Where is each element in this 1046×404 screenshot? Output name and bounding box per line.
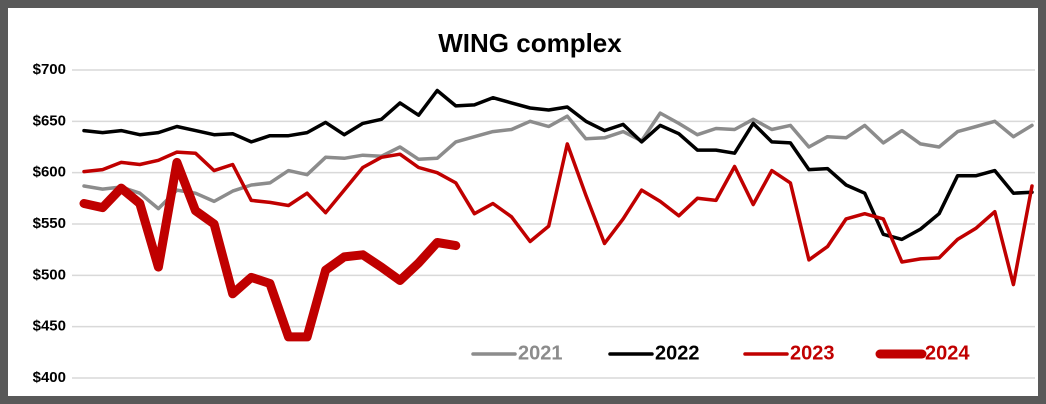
y-tick-label: $700 — [33, 61, 66, 78]
series-line — [82, 88, 1034, 242]
plot-background — [8, 8, 1038, 396]
y-tick-label: $600 — [33, 164, 66, 181]
y-tick-label: $550 — [33, 215, 66, 232]
y-tick-label: $400 — [33, 369, 66, 386]
legend-item: 2023 — [743, 342, 835, 364]
legend-label: 2023 — [790, 342, 835, 364]
legend-label: 2022 — [655, 342, 700, 364]
legend-item: 2021 — [471, 342, 563, 364]
y-tick-label: $500 — [33, 266, 66, 283]
legend-label: 2021 — [518, 342, 563, 364]
legend-item: 2024 — [875, 342, 970, 364]
chart-title: WING complex — [438, 28, 622, 58]
legend-item: 2022 — [608, 342, 700, 364]
series-line — [79, 157, 461, 342]
y-tick-label: $650 — [33, 112, 66, 129]
series-line — [82, 111, 1034, 211]
y-tick-label: $450 — [33, 318, 66, 335]
legend-label: 2024 — [925, 342, 970, 364]
series-line — [82, 142, 1034, 287]
